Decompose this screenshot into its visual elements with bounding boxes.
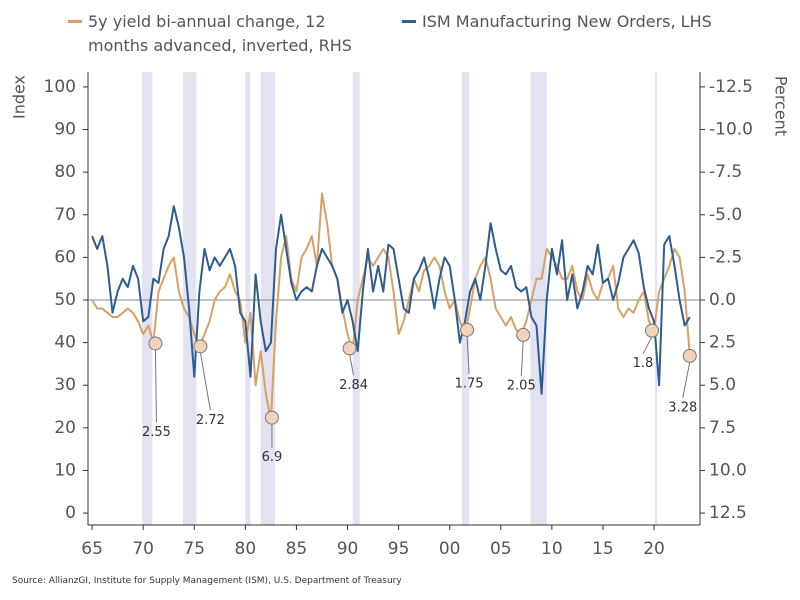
leader-line xyxy=(349,354,355,376)
x-tick-label: 10 xyxy=(541,539,563,559)
y-tick-label: 60 xyxy=(54,247,76,267)
series-line xyxy=(91,192,691,421)
series-line xyxy=(91,205,691,395)
y-tick-label: 30 xyxy=(54,375,76,395)
annotation-marker xyxy=(460,322,475,337)
annotation-label: 1.75 xyxy=(455,376,484,391)
leader-line xyxy=(682,361,691,398)
annotation-label: 3.28 xyxy=(668,400,697,415)
annotation-marker xyxy=(264,410,279,425)
x-tick-label: 95 xyxy=(388,539,410,559)
y2-tick-label: -5.0 xyxy=(709,205,742,225)
annotation-label: 2.72 xyxy=(196,413,225,428)
y2-axis-title: Percent xyxy=(772,76,791,136)
y2-tick-label: 7.5 xyxy=(709,418,736,438)
annotation-marker xyxy=(516,327,531,342)
y-tick-label: 0 xyxy=(65,503,76,523)
x-tick-label: 05 xyxy=(490,539,512,559)
x-tick-label: 70 xyxy=(132,539,154,559)
y2-tick-label: 10.0 xyxy=(709,460,747,480)
recession-band xyxy=(245,72,251,525)
y-tick-label: 50 xyxy=(54,290,76,310)
x-tick-label: 85 xyxy=(286,539,308,559)
annotation-marker xyxy=(342,341,357,356)
x-tick-label: 80 xyxy=(235,539,257,559)
x-tick-label: 15 xyxy=(592,539,614,559)
y-tick-label: 20 xyxy=(54,418,76,438)
annotation-label: 6.9 xyxy=(262,450,283,465)
source-note: Source: AllianzGI, Institute for Supply … xyxy=(12,576,402,586)
y2-tick-label: -10.0 xyxy=(709,120,753,140)
recession-band xyxy=(352,72,360,525)
legend-label: ISM Manufacturing New Orders, LHS xyxy=(422,12,712,31)
y-tick-label: 70 xyxy=(54,205,76,225)
annotation-label: 1.8 xyxy=(633,356,654,371)
y-tick-label: 40 xyxy=(54,333,76,353)
leader-line xyxy=(466,335,470,374)
y2-tick-label: 2.5 xyxy=(709,333,736,353)
leader-line xyxy=(199,352,211,411)
x-tick-label: 75 xyxy=(183,539,205,559)
recession-band xyxy=(461,72,470,525)
annotation-marker xyxy=(682,348,697,363)
legend-item: ISM Manufacturing New Orders, LHS xyxy=(402,10,712,34)
legend-swatch xyxy=(68,20,82,23)
legend-swatch xyxy=(402,20,416,23)
leader-line xyxy=(642,336,653,354)
recession-band xyxy=(530,72,547,525)
y-tick-label: 90 xyxy=(54,120,76,140)
y-tick-label: 100 xyxy=(44,77,76,97)
plot-area xyxy=(88,72,700,525)
y-tick-label: 10 xyxy=(54,460,76,480)
y2-tick-label: 5.0 xyxy=(709,375,736,395)
x-tick-label: 00 xyxy=(439,539,461,559)
x-tick-label: 20 xyxy=(643,539,665,559)
annotation-label: 2.55 xyxy=(142,425,171,440)
x-tick-label: 65 xyxy=(81,539,103,559)
y2-tick-label: -2.5 xyxy=(709,247,742,267)
recession-band xyxy=(655,72,658,525)
y2-tick-label: -12.5 xyxy=(709,77,753,97)
recession-band xyxy=(142,72,153,525)
x-tick-label: 90 xyxy=(337,539,359,559)
y-tick-label: 80 xyxy=(54,162,76,182)
y2-tick-label: 0.0 xyxy=(709,290,736,310)
annotation-marker xyxy=(644,323,659,338)
annotation-marker xyxy=(193,339,208,354)
legend-label: 5y yield bi-annual change, 12 months adv… xyxy=(88,12,352,55)
legend-item: 5y yield bi-annual change, 12 months adv… xyxy=(68,10,368,58)
y2-tick-label: 12.5 xyxy=(709,503,747,523)
y-axis-title: Index xyxy=(10,75,29,119)
recession-band xyxy=(183,72,197,525)
leader-line xyxy=(520,340,524,376)
leader-line xyxy=(154,349,157,423)
annotation-label: 2.05 xyxy=(507,378,536,393)
y2-tick-label: -7.5 xyxy=(709,162,742,182)
annotation-label: 2.84 xyxy=(339,378,368,393)
annotation-marker xyxy=(148,336,163,351)
